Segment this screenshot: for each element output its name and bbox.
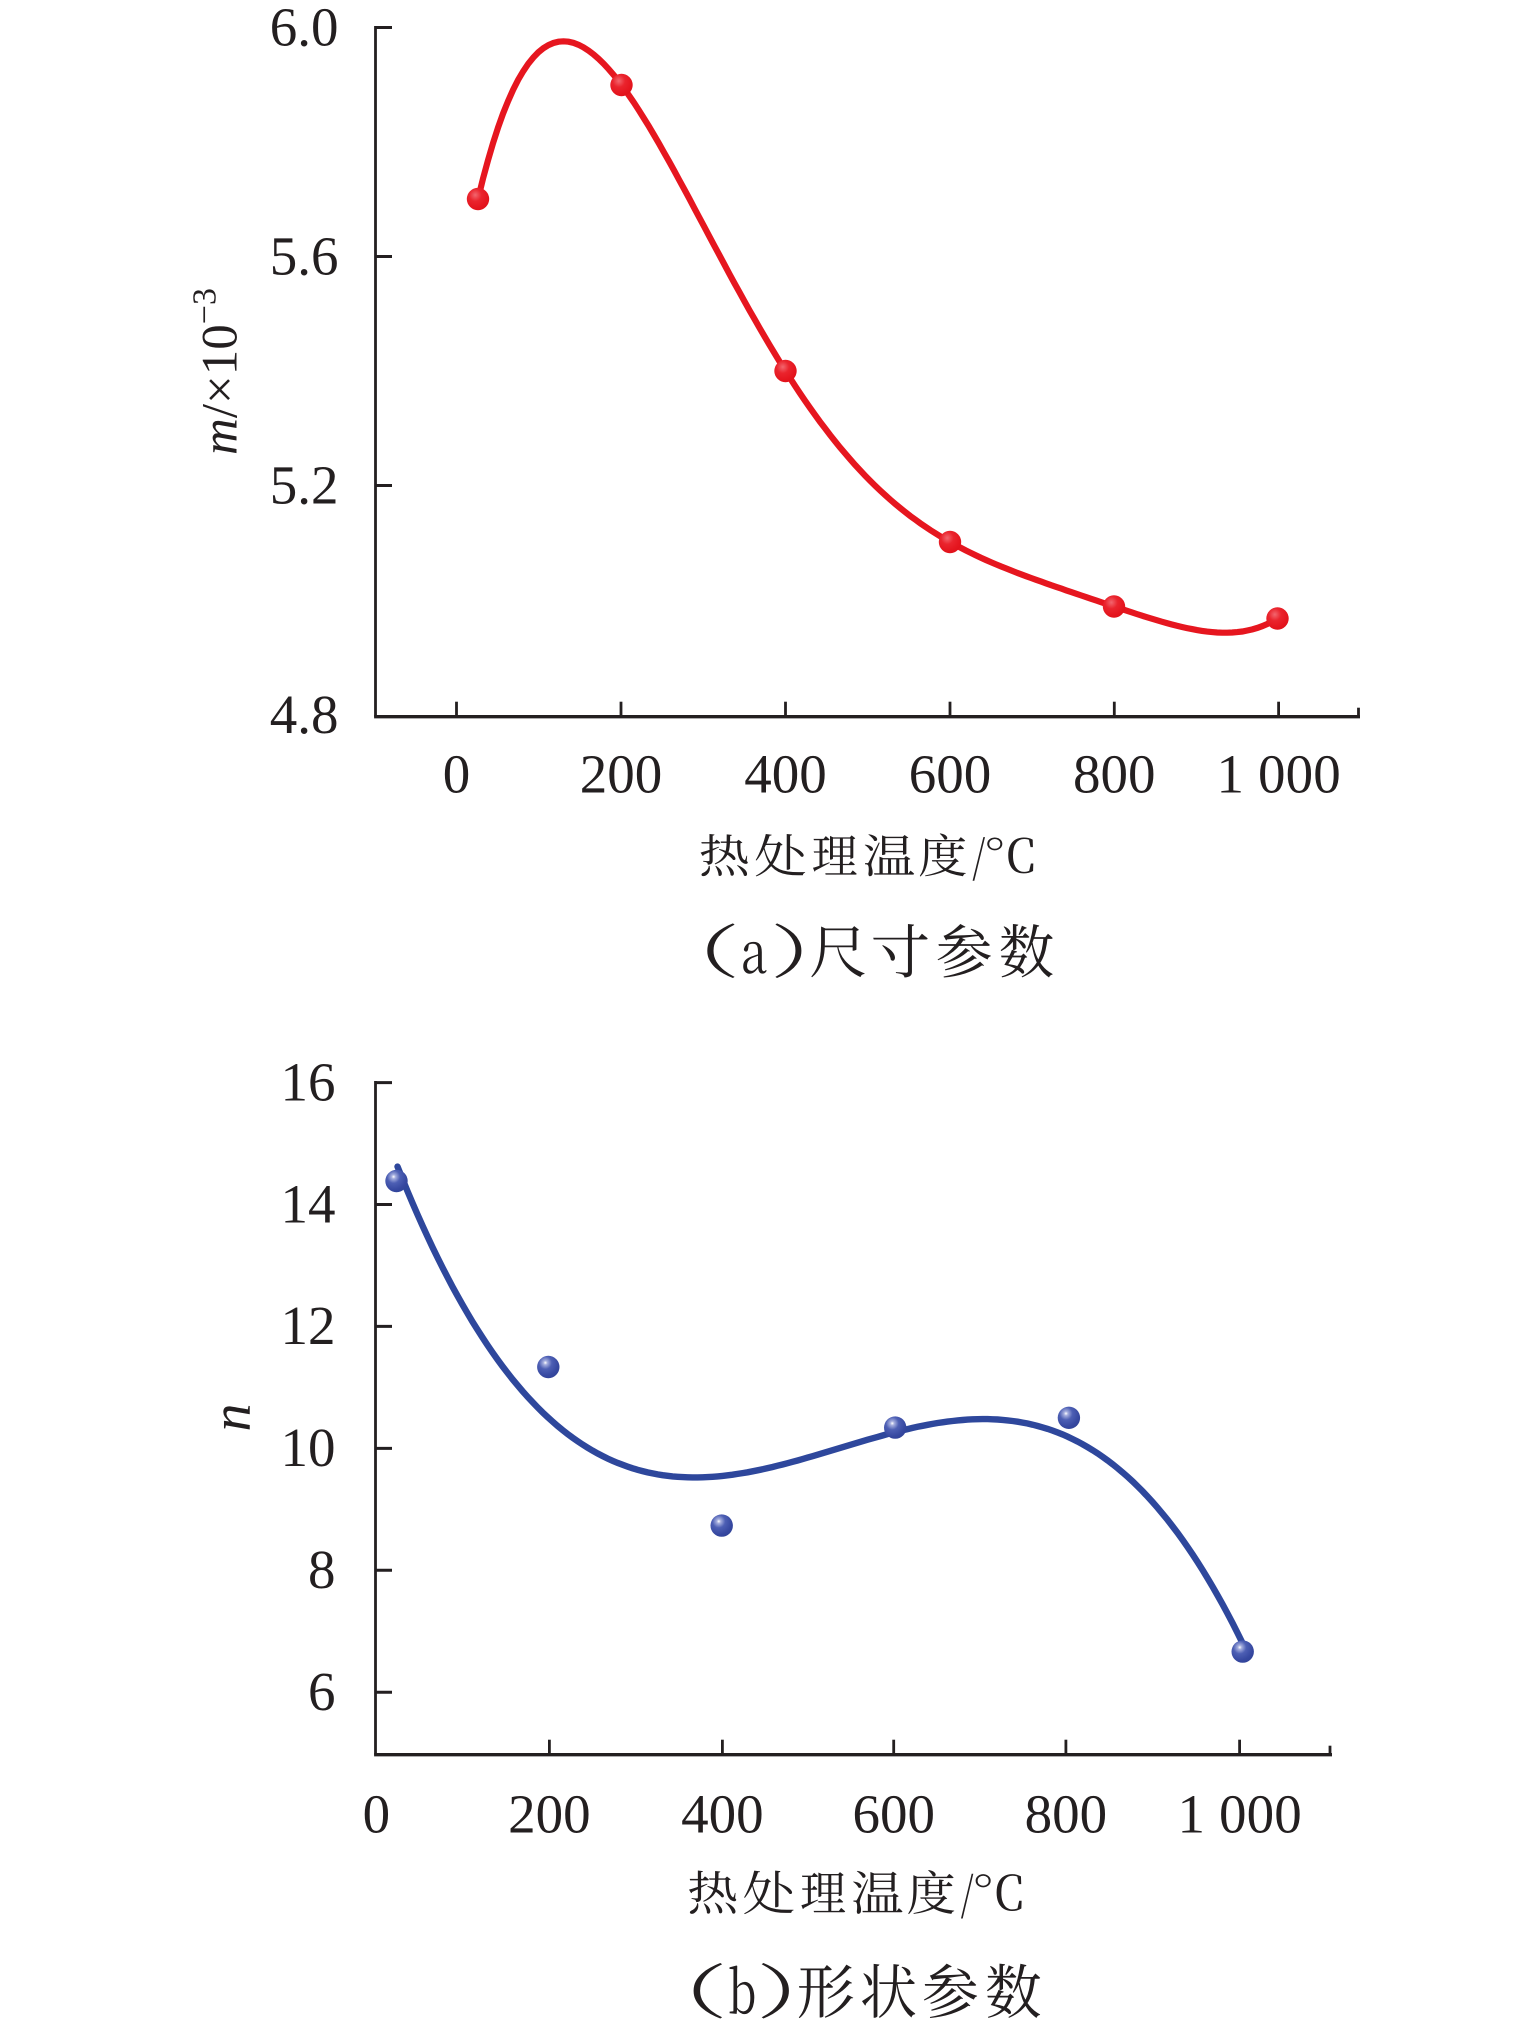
svg-text:16: 16 bbox=[281, 1051, 336, 1112]
svg-text:1 000: 1 000 bbox=[1216, 744, 1340, 805]
svg-text:5.2: 5.2 bbox=[270, 454, 339, 515]
svg-text:800: 800 bbox=[1025, 1783, 1108, 1844]
svg-text:12: 12 bbox=[281, 1295, 336, 1356]
svg-text:5.6: 5.6 bbox=[270, 225, 339, 286]
svg-text:0: 0 bbox=[363, 1783, 391, 1844]
svg-text:8: 8 bbox=[308, 1539, 336, 1600]
svg-text:6.0: 6.0 bbox=[270, 0, 339, 57]
svg-text:14: 14 bbox=[281, 1173, 336, 1234]
svg-text:6: 6 bbox=[308, 1661, 336, 1722]
svg-text:600: 600 bbox=[909, 744, 992, 805]
svg-text:0: 0 bbox=[443, 744, 471, 805]
svg-text:200: 200 bbox=[580, 744, 663, 805]
svg-text:1 000: 1 000 bbox=[1177, 1783, 1301, 1844]
svg-text:10: 10 bbox=[281, 1417, 336, 1478]
svg-text:400: 400 bbox=[744, 744, 827, 805]
svg-text:n: n bbox=[201, 1404, 263, 1432]
svg-text:200: 200 bbox=[508, 1783, 591, 1844]
svg-text:400: 400 bbox=[681, 1783, 764, 1844]
svg-text:4.8: 4.8 bbox=[270, 684, 339, 745]
svg-text:800: 800 bbox=[1073, 744, 1156, 805]
svg-text:600: 600 bbox=[852, 1783, 935, 1844]
